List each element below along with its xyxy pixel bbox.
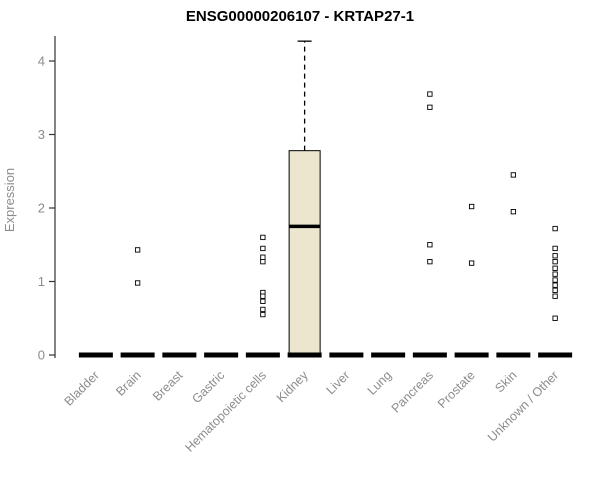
y-axis-tick-label: 1 — [38, 274, 45, 289]
baseline-median-bar — [78, 352, 113, 358]
outlier-point — [260, 311, 266, 318]
outlier-point — [552, 282, 558, 288]
outlier-point — [552, 287, 558, 293]
outlier-point — [260, 259, 266, 265]
x-axis-label: Liver — [323, 368, 352, 397]
outlier-point — [510, 172, 517, 178]
baseline-median-bar — [454, 352, 489, 358]
baseline-median-bar — [204, 352, 239, 358]
outlier-point — [427, 104, 433, 110]
outlier-point — [552, 277, 558, 283]
baseline-median-bar — [412, 352, 447, 358]
y-axis-tick-label: 0 — [38, 348, 45, 363]
x-axis-label: Gastric — [189, 368, 227, 406]
y-axis-tick-label: 2 — [38, 201, 45, 216]
x-axis-label: Unknown / Other — [485, 368, 561, 444]
baseline-median-bar — [496, 352, 531, 358]
outlier-point — [468, 203, 475, 210]
y-axis-tick-label: 3 — [38, 127, 45, 142]
outlier-point — [260, 234, 266, 241]
outlier-point — [552, 293, 558, 299]
baseline-median-bar — [371, 352, 406, 358]
outlier-point — [427, 91, 433, 97]
outlier-point — [260, 298, 266, 304]
outlier-point — [260, 306, 266, 313]
baseline-median-bar — [538, 352, 573, 358]
baseline-median-bar — [329, 352, 364, 358]
x-axis-label: Kidney — [274, 368, 311, 405]
chart-title: ENSG00000206107 - KRTAP27-1 — [185, 8, 415, 25]
x-axis-label: Pancreas — [389, 368, 436, 415]
x-axis-label: Brain — [113, 368, 144, 399]
outlier-point — [552, 253, 558, 259]
outlier-point — [552, 265, 558, 271]
x-axis-label: Bladder — [62, 368, 102, 408]
baseline-median-bar — [287, 352, 322, 358]
outlier-point — [260, 254, 266, 260]
x-axis-label: Skin — [492, 368, 519, 395]
outlier-point — [510, 209, 517, 215]
outlier-point — [552, 271, 558, 277]
x-axis-label: Breast — [150, 368, 186, 404]
outlier-point — [260, 245, 266, 252]
outlier-point — [427, 259, 433, 265]
x-axis-label: Hematopoietic cells — [182, 368, 269, 455]
x-axis-label: Lung — [365, 368, 395, 398]
outlier-point — [427, 242, 433, 248]
outlier-point — [134, 247, 141, 253]
outlier-point — [552, 259, 558, 265]
outlier-point — [552, 225, 558, 232]
y-axis-tick-label: 4 — [38, 54, 45, 69]
baseline-median-bar — [120, 352, 155, 358]
outlier-point — [134, 280, 141, 286]
outlier-point — [468, 260, 475, 266]
outlier-point — [552, 245, 558, 252]
x-axis-label: Prostate — [435, 368, 478, 411]
outlier-point — [552, 315, 558, 321]
baseline-median-bar — [245, 352, 280, 358]
outlier-point — [260, 293, 266, 299]
box-body — [288, 150, 321, 354]
baseline-median-bar — [162, 352, 197, 358]
